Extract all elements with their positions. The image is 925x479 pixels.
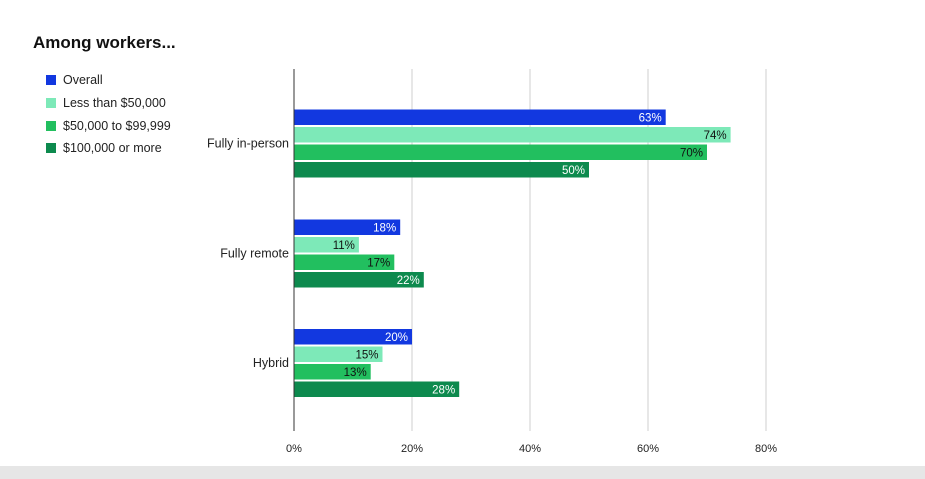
legend-label-2: $50,000 to $99,999 (63, 118, 171, 133)
category-label-1: Fully remote (220, 247, 289, 261)
legend-item-2: $50,000 to $99,999 (46, 114, 171, 137)
legend-swatch-2 (46, 120, 56, 131)
category-label-0: Fully in-person (207, 137, 289, 151)
data-label-0-1: 74% (704, 130, 727, 142)
bar-2-0 (294, 329, 412, 345)
legend-swatch-1 (46, 98, 56, 109)
data-label-2-2: 13% (344, 367, 367, 379)
data-label-0-2: 70% (680, 148, 703, 160)
legend-item-0: Overall (46, 69, 171, 92)
bar-2-2 (294, 364, 371, 380)
data-label-1-2: 17% (367, 258, 390, 270)
data-label-1-3: 22% (397, 275, 420, 287)
bar-1-0 (294, 219, 401, 235)
bar-1-3 (294, 272, 424, 288)
bar-0-0 (294, 109, 666, 125)
chart-title: Among workers... (33, 33, 176, 52)
x-tick-label-40: 40% (519, 443, 541, 455)
bar-2-1 (294, 346, 383, 362)
data-label-1-1: 11% (333, 240, 355, 252)
x-tick-label-20: 20% (401, 443, 423, 455)
legend-label-1: Less than $50,000 (63, 96, 166, 111)
legend: Overall Less than $50,000 $50,000 to $99,9… (46, 69, 171, 160)
x-tick-label-0: 0% (286, 443, 302, 455)
legend-label-0: Overall (63, 73, 103, 88)
category-label-2: Hybrid (253, 356, 289, 370)
data-label-1-0: 18% (373, 223, 396, 235)
legend-item-1: Less than $50,000 (46, 92, 171, 115)
footer-bar (0, 466, 925, 479)
data-label-2-1: 15% (355, 350, 378, 362)
bar-0-2 (294, 144, 707, 160)
bar-0-3 (294, 162, 589, 178)
data-label-2-0: 20% (385, 332, 408, 344)
bar-1-1 (294, 237, 359, 253)
x-tick-label-60: 60% (637, 443, 659, 455)
data-label-0-3: 50% (562, 165, 585, 177)
legend-swatch-0 (46, 75, 56, 86)
bar-0-1 (294, 127, 731, 143)
bar-1-2 (294, 254, 395, 270)
legend-item-3: $100,000 or more (46, 137, 171, 160)
bar-2-3 (294, 381, 460, 397)
x-tick-label-80: 80% (755, 443, 777, 455)
data-label-0-0: 63% (639, 113, 662, 125)
legend-swatch-3 (46, 143, 56, 154)
data-label-2-3: 28% (432, 385, 455, 397)
legend-label-3: $100,000 or more (63, 141, 162, 156)
